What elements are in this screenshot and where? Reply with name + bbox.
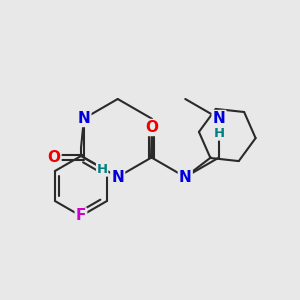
Text: N: N	[179, 169, 192, 184]
Text: N: N	[78, 111, 90, 126]
Text: O: O	[145, 120, 158, 135]
Text: N: N	[213, 111, 225, 126]
Text: F: F	[76, 208, 86, 224]
Text: N: N	[111, 169, 124, 184]
Text: O: O	[47, 150, 61, 165]
Text: H: H	[214, 127, 225, 140]
Text: H: H	[97, 163, 108, 176]
